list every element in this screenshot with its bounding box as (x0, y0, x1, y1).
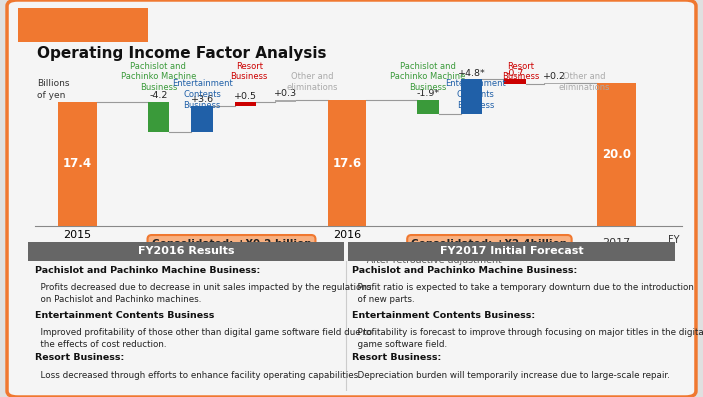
Text: 2017
(Plan): 2017 (Plan) (600, 238, 633, 259)
Text: -1.9*: -1.9* (416, 89, 439, 98)
Text: FY2017 Initial Forecast: FY2017 Initial Forecast (440, 247, 583, 256)
Text: Operating Income Factor Analysis: Operating Income Factor Analysis (37, 46, 327, 61)
Text: Entertainment
Contents
Business: Entertainment Contents Business (172, 79, 233, 110)
Text: Loss decreased through efforts to enhance facility operating capabilities.: Loss decreased through efforts to enhanc… (34, 371, 361, 380)
Text: Other and
eliminations: Other and eliminations (558, 72, 610, 92)
Bar (191, 106, 213, 132)
Text: Improved profitability of those other than digital game software field due to
  : Improved profitability of those other th… (34, 328, 372, 349)
Bar (275, 100, 296, 102)
Bar (504, 79, 526, 85)
Bar (417, 100, 439, 114)
Text: Entertainment
Contents
Business: Entertainment Contents Business (445, 79, 506, 110)
Text: Entertainment Contents Business: Entertainment Contents Business (34, 311, 214, 320)
Text: +4.8*: +4.8* (458, 69, 486, 78)
Text: Pachislot and Pachinko Machine Business:: Pachislot and Pachinko Machine Business: (34, 266, 260, 275)
Bar (544, 83, 566, 85)
Text: * After retroactive adjustment: * After retroactive adjustment (359, 256, 501, 265)
Text: +0.2: +0.2 (543, 72, 567, 81)
Text: Other and
eliminations: Other and eliminations (287, 72, 338, 92)
Text: Pachislot and
Pachinko Machine
Business: Pachislot and Pachinko Machine Business (121, 62, 196, 92)
Text: 17.6: 17.6 (333, 157, 361, 170)
Text: -0.7: -0.7 (505, 69, 524, 78)
Text: Resort Business:: Resort Business: (34, 353, 124, 362)
Text: Resort Business:: Resort Business: (352, 353, 441, 362)
Text: Chart 01: Chart 01 (54, 18, 111, 31)
Text: FY: FY (669, 235, 680, 245)
Bar (148, 102, 169, 132)
Text: Pachislot and
Pachinko Machine
Business: Pachislot and Pachinko Machine Business (390, 62, 465, 92)
Text: Pachislot and Pachinko Machine Business:: Pachislot and Pachinko Machine Business: (352, 266, 576, 275)
Text: Billions
of yen: Billions of yen (37, 79, 70, 100)
Bar (235, 102, 256, 106)
Text: Profits decreased due to decrease in unit sales impacted by the regulations
  on: Profits decreased due to decrease in uni… (34, 283, 371, 304)
Bar (58, 102, 97, 226)
Text: Entertainment Contents Business:: Entertainment Contents Business: (352, 311, 534, 320)
Text: 20.0: 20.0 (602, 148, 631, 161)
Bar (328, 100, 366, 226)
Bar (461, 79, 482, 114)
Text: 17.4: 17.4 (63, 158, 92, 170)
Text: +0.5: +0.5 (234, 92, 257, 100)
Text: ▶: ▶ (124, 20, 133, 30)
Text: ▶: ▶ (33, 20, 41, 30)
FancyBboxPatch shape (347, 242, 675, 261)
Text: Resort
Business: Resort Business (231, 62, 268, 81)
Text: Resort
Business: Resort Business (503, 62, 540, 81)
Text: FY2016 Results: FY2016 Results (138, 247, 234, 256)
Text: Consolidated: +¥0.2 billion: Consolidated: +¥0.2 billion (152, 239, 311, 249)
Bar (598, 83, 636, 226)
Text: Profit ratio is expected to take a temporary downturn due to the introduction
  : Profit ratio is expected to take a tempo… (352, 283, 693, 304)
Text: Depreciation burden will temporarily increase due to large-scale repair.: Depreciation burden will temporarily inc… (352, 371, 669, 380)
Text: +3.6: +3.6 (191, 95, 214, 104)
FancyBboxPatch shape (7, 5, 158, 44)
Text: +0.3: +0.3 (274, 89, 297, 98)
Text: -4.2: -4.2 (149, 91, 167, 100)
Text: Profitability is forecast to improve through focusing on major titles in the dig: Profitability is forecast to improve thr… (352, 328, 703, 349)
FancyBboxPatch shape (28, 242, 344, 261)
Text: Consolidated: +¥2.4billion: Consolidated: +¥2.4billion (411, 239, 567, 249)
